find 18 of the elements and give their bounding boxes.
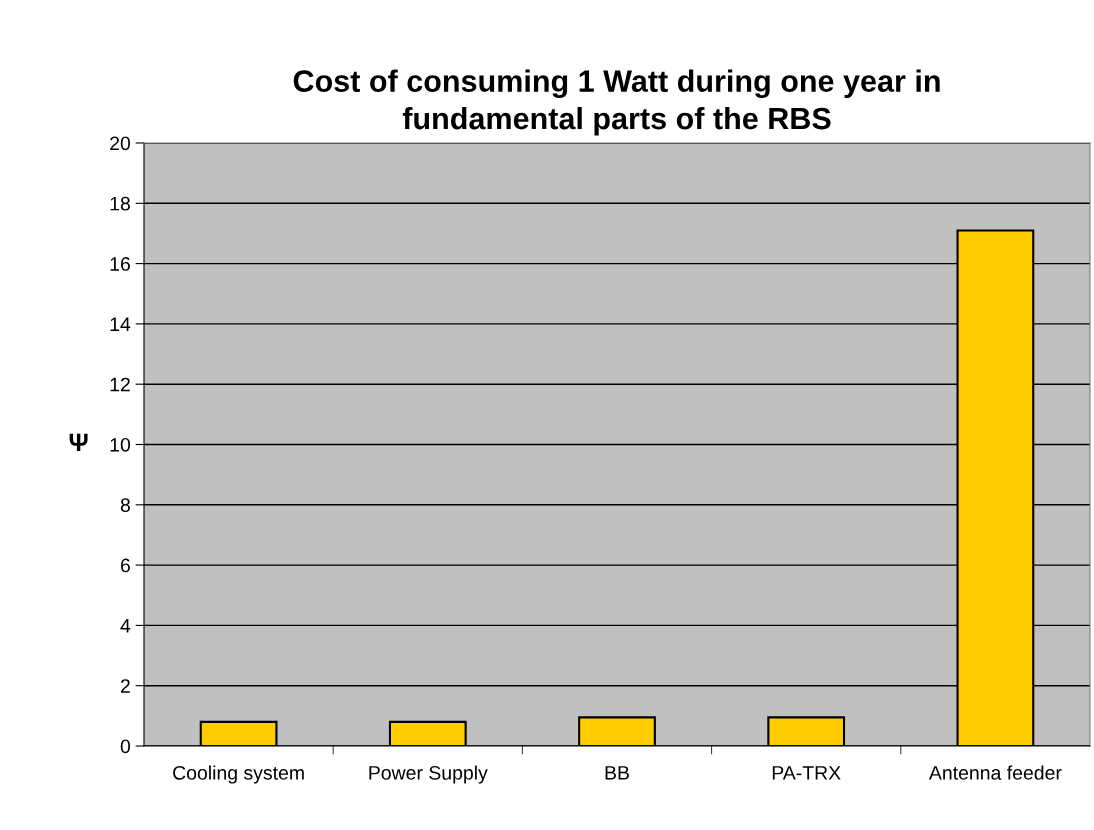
y-tick-label: 12 <box>110 377 130 392</box>
y-tick-label: 8 <box>120 498 130 513</box>
y-tick-label: 4 <box>120 619 131 633</box>
x-tick-label: PA-TRX <box>772 766 841 780</box>
y-tick-label: 2 <box>120 679 130 693</box>
x-tick-label: Power Supply <box>369 765 488 784</box>
y-tick-label: 0 <box>120 739 131 754</box>
y-axis-title: Ψ <box>69 433 88 451</box>
x-tick-label: BB <box>605 766 629 780</box>
chart-title: Cost of consuming 1 Watt during one year in fundamental parts of the RBS <box>293 69 940 136</box>
y-tick-label: 10 <box>110 437 131 452</box>
y-tick-label: 6 <box>120 558 130 573</box>
y-tick-label: 14 <box>110 317 131 331</box>
x-tick-label: Cooling system <box>173 765 304 784</box>
y-tick-label: 20 <box>110 136 131 151</box>
y-tick-label: 18 <box>110 196 130 211</box>
x-tick-label: Antenna feeder <box>928 765 1062 780</box>
y-tick-label: 16 <box>110 257 130 271</box>
